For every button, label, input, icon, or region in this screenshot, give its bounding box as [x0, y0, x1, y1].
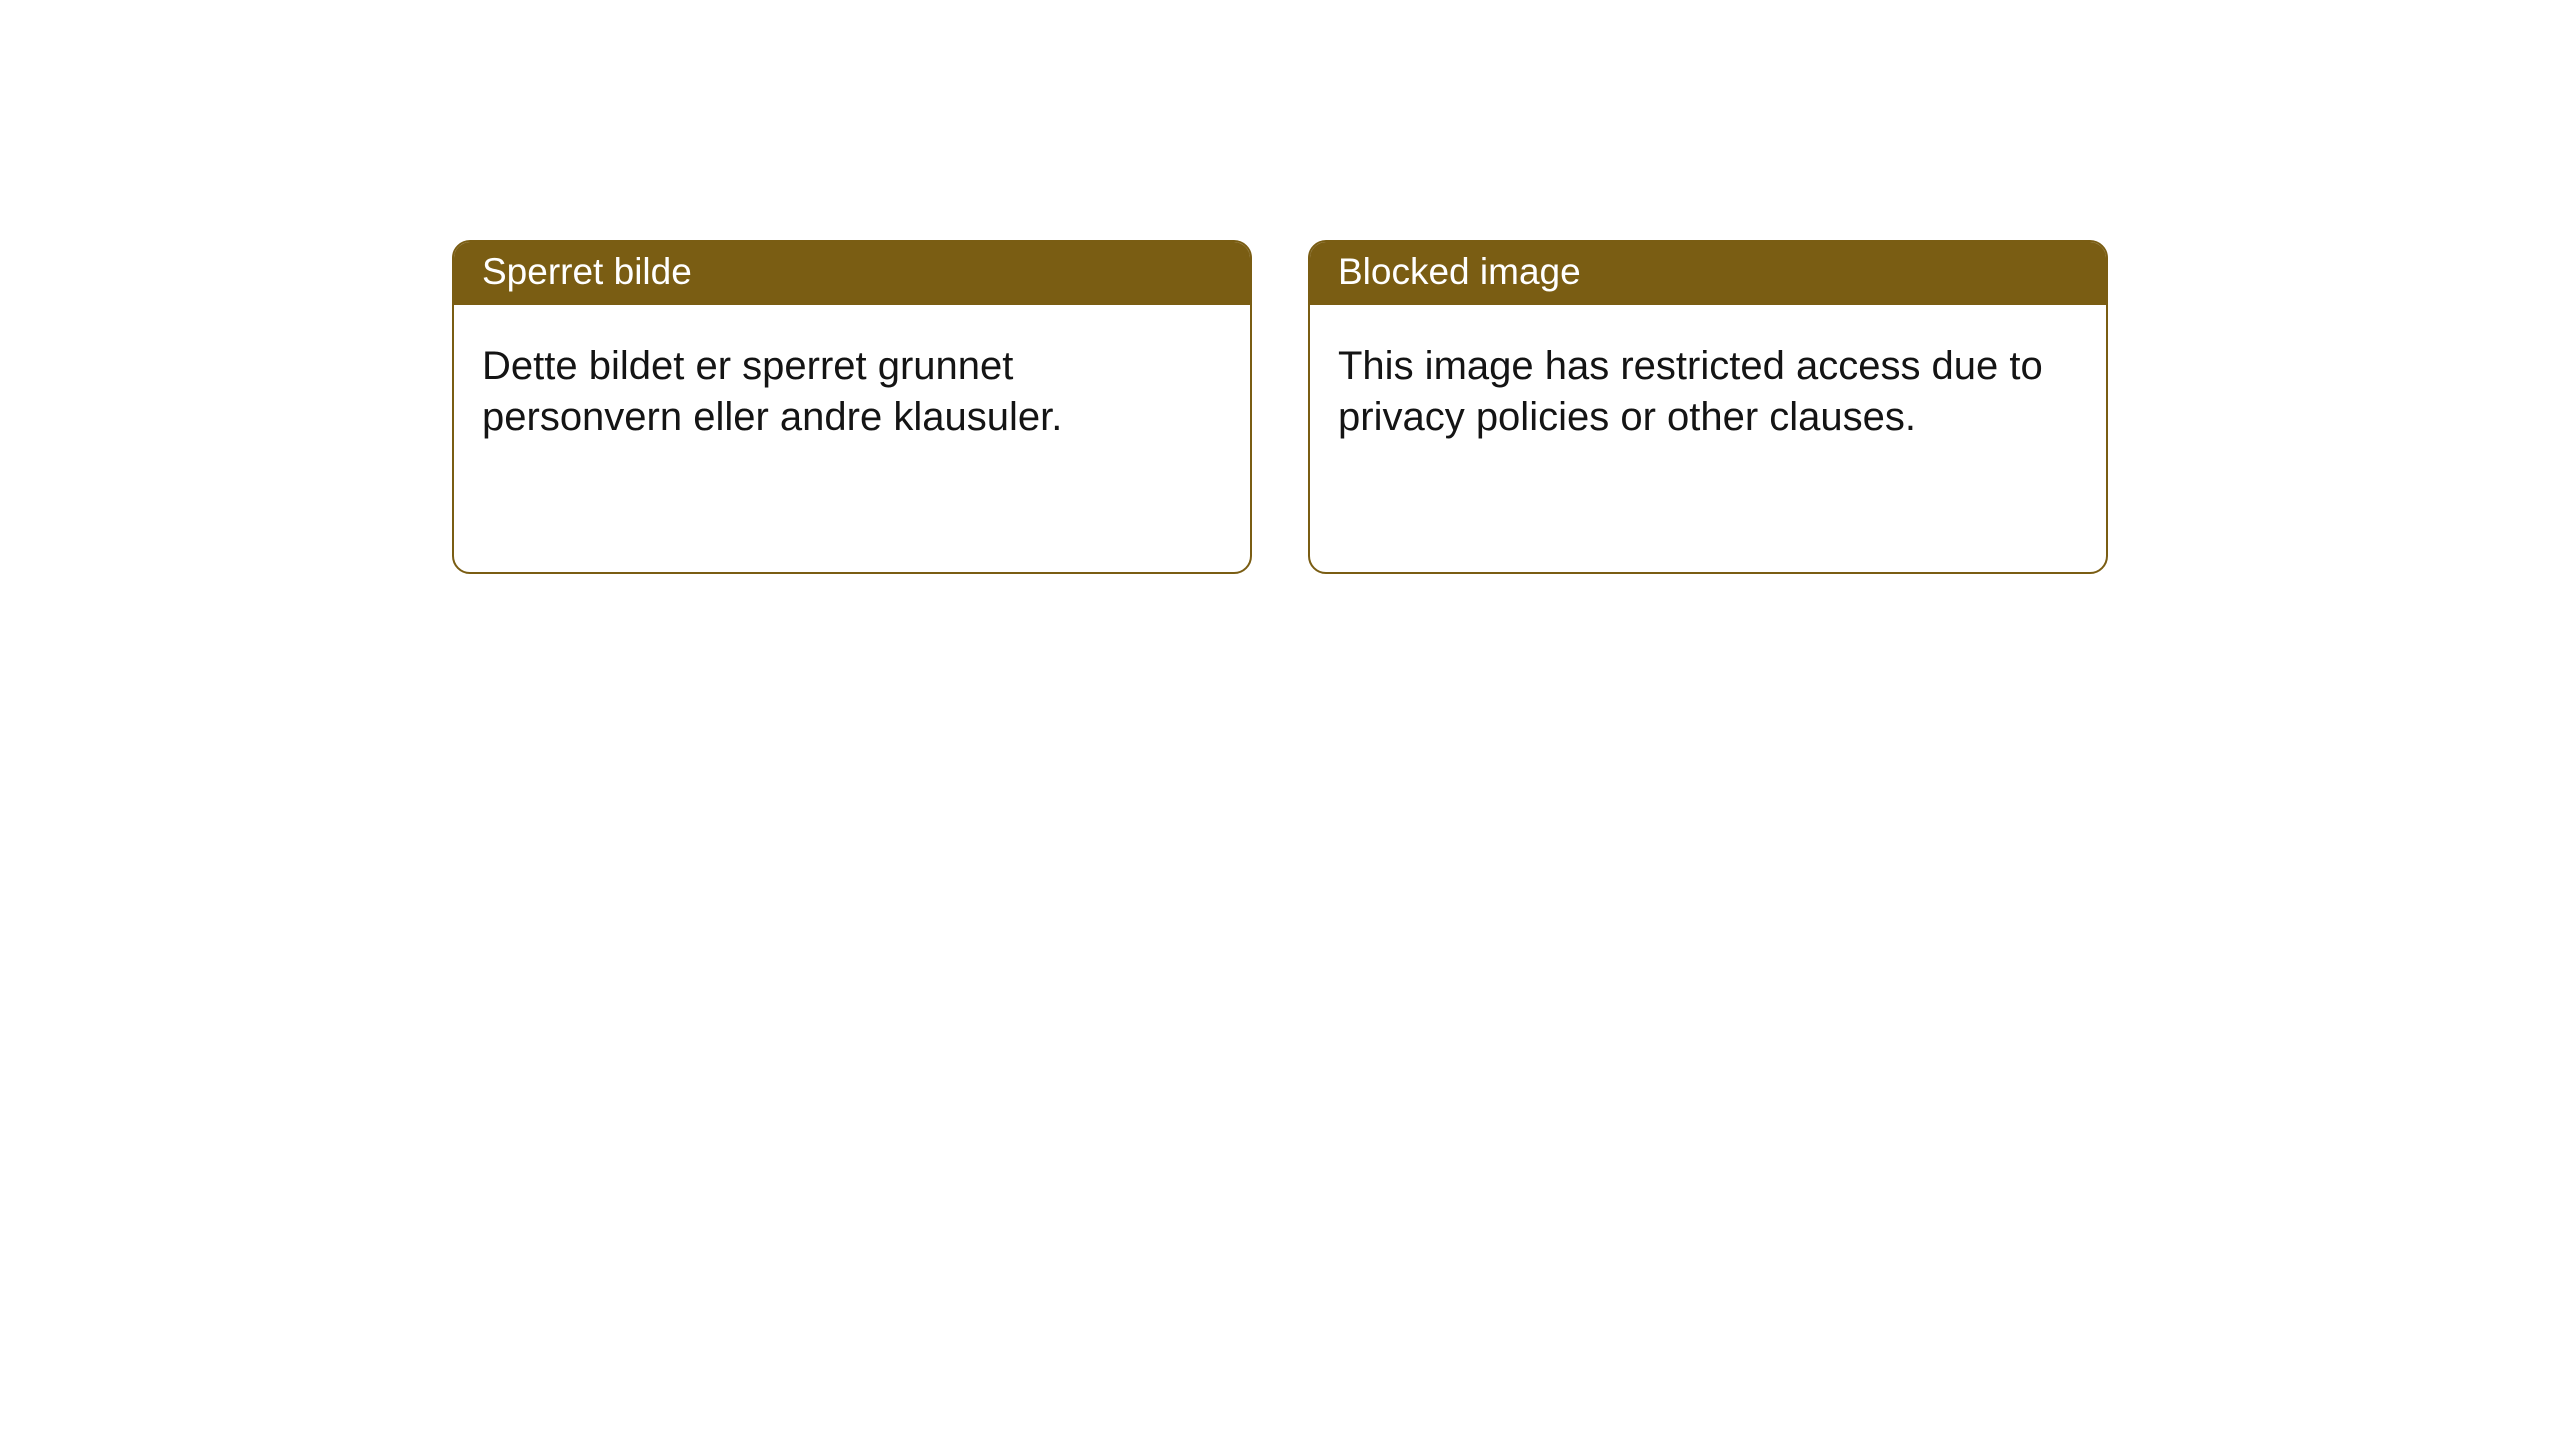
notice-card-body: This image has restricted access due to … — [1310, 305, 2106, 471]
notice-card-header: Blocked image — [1310, 242, 2106, 305]
notice-card-en: Blocked image This image has restricted … — [1308, 240, 2108, 574]
notice-card-header: Sperret bilde — [454, 242, 1250, 305]
notice-card-no: Sperret bilde Dette bildet er sperret gr… — [452, 240, 1252, 574]
notice-cards-container: Sperret bilde Dette bildet er sperret gr… — [452, 240, 2108, 574]
notice-card-body: Dette bildet er sperret grunnet personve… — [454, 305, 1250, 471]
